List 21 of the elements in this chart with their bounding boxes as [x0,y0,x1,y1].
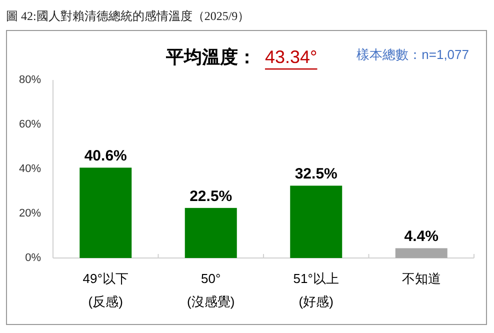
x-tick-label: 不知道 [402,271,441,286]
text: 樣本總數：n=1,077 [356,47,469,62]
data-label: 40.6% [84,148,127,165]
y-tick-label: 80% [18,74,42,86]
x-tick-label: 50° (沒感覺) [187,271,235,309]
data-label: 22.5% [190,188,232,205]
y-tick-label: 0% [25,252,42,264]
text: 43.34° [265,47,318,67]
x-tick-label: 51°以上 (好感) [293,271,339,309]
bar [80,168,132,258]
y-tick-label: 60% [18,118,42,130]
chart-title: 圖 42:國人對賴清德總統的感情溫度（2025/9） [6,9,250,23]
bar [395,248,448,258]
x-tick-label: 49°以下 (反感) [82,271,128,309]
text: 平均溫度： [165,47,256,67]
data-label: 32.5% [294,166,338,183]
bar [184,208,237,258]
y-tick-label: 40% [18,163,42,175]
y-tick-label: 20% [18,208,42,220]
data-label: 4.4% [404,228,438,246]
bar [290,186,342,258]
